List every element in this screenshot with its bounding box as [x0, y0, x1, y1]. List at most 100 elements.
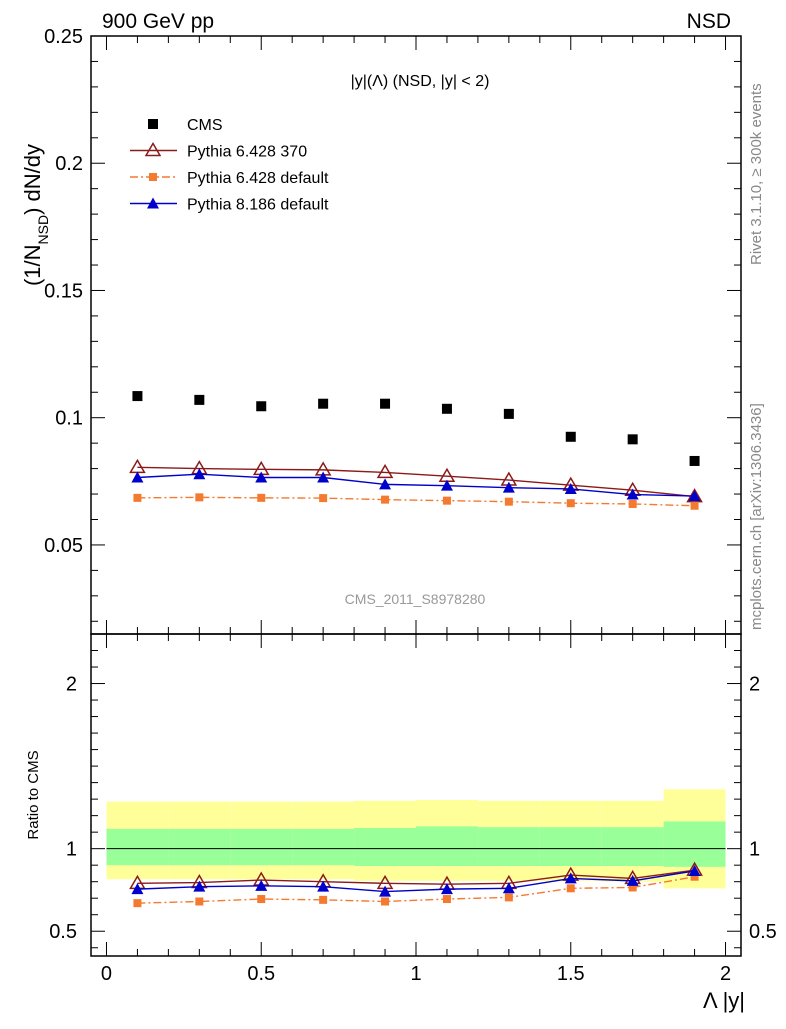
main-point-pythia-8-186-default: [564, 482, 577, 494]
ratio-band-green: [663, 821, 726, 867]
main-point-cms: [503, 408, 514, 419]
ratio-point-pythia-6-428-default: [133, 899, 142, 908]
main-point-cms: [627, 434, 638, 445]
main-point-pythia-6-428-default: [566, 499, 575, 508]
main-y-tick-label: 0.25: [44, 26, 83, 48]
legend-label-cms: CMS: [187, 117, 223, 134]
main-point-pythia-8-186-default: [626, 488, 639, 500]
main-point-cms: [565, 431, 576, 442]
ratio-band-green: [106, 828, 169, 866]
ratio-plot: 0.5 0.5 1 1 2 2 0 0.5 1 1.5 2 Ratio to CMS Λ |y|: [25, 633, 777, 1013]
main-point-pythia-8-186-default: [193, 468, 206, 480]
legend-marker-cms: [148, 119, 158, 129]
ratio-point-pythia-8-186-default: [440, 883, 453, 895]
main-y-tick-label: 0.2: [55, 153, 83, 175]
main-point-pythia-8-186-default: [502, 481, 515, 493]
ratio-band-green: [477, 827, 540, 867]
main-point-pythia-6-428-default: [504, 497, 513, 506]
main-point-cms: [132, 391, 143, 402]
main-line-pythia-8-186-default: [137, 473, 695, 497]
main-point-pythia-6-428-default: [133, 493, 142, 502]
main-line-pythia-6-428-370: [137, 466, 695, 498]
main-plot: 0.05 0.1 0.15 0.2 0.25 |y|(Λ) (NSD, |y| < 2)…: [20, 26, 742, 635]
main-y-tick-label: 0.1: [55, 408, 83, 430]
rivet-label: Rivet 3.1.10, ≥ 300k events: [748, 83, 765, 265]
ratio-y-tick-label-right: 0.5: [749, 921, 777, 943]
ratio-y-tick-label-right: 2: [749, 674, 760, 696]
main-marks: [129, 391, 703, 510]
ratio-point-pythia-6-428-default: [381, 897, 390, 906]
ratio-point-pythia-6-428-default: [628, 883, 637, 892]
ratio-band-green: [168, 828, 231, 866]
ratio-point-pythia-6-428-default: [566, 884, 575, 893]
ratio-plot-frame: [90, 633, 742, 957]
ratio-point-pythia-8-186-default: [131, 883, 144, 895]
ratio-band-green: [230, 828, 293, 866]
legend-label-pythia-8-186-default: Pythia 8.186 default: [187, 197, 329, 214]
ratio-point-pythia-8-186-default: [626, 874, 639, 886]
main-y-tick-label: 0.05: [44, 535, 83, 557]
ratio-point-pythia-8-186-default: [255, 879, 268, 891]
ratio-line-pythia-6-428-default: [137, 876, 695, 904]
main-axes: 0.05 0.1 0.15 0.2 0.25: [44, 26, 741, 634]
main-point-cms: [194, 394, 205, 405]
ratio-band-green: [601, 827, 664, 867]
legend-label-pythia-6-428-default: Pythia 6.428 default: [187, 170, 329, 187]
legend-marker-pythia-8-186-default: [147, 197, 159, 209]
ratio-point-pythia-6-428-default: [195, 897, 204, 906]
main-point-pythia-8-186-default: [379, 478, 392, 490]
main-point-pythia-6-428-370: [129, 458, 146, 474]
ratio-point-pythia-8-186-default: [564, 872, 577, 884]
main-point-pythia-8-186-default: [255, 471, 268, 483]
main-point-cms: [380, 398, 391, 409]
ratio-band-green: [354, 828, 416, 867]
ratio-point-pythia-6-428-default: [257, 895, 266, 904]
ratio-band-green: [416, 826, 478, 867]
x-tick-label: 1: [410, 963, 421, 985]
main-point-pythia-6-428-default: [442, 496, 451, 505]
main-point-pythia-6-428-370: [376, 463, 394, 479]
main-point-pythia-8-186-default: [317, 471, 330, 483]
ratio-point-pythia-6-428-default: [319, 895, 328, 904]
main-y-tick-label: 0.15: [44, 280, 83, 302]
x-axis-label: Λ |y|: [703, 988, 745, 1013]
ratio-point-pythia-8-186-default: [502, 882, 515, 894]
legend-marker-pythia-6-428-370: [144, 142, 162, 157]
energy-label: 900 GeV pp: [102, 10, 214, 33]
x-tick-label: 0.5: [247, 963, 275, 985]
ratio-band-green: [292, 828, 355, 866]
ratio-y-axis-label: Ratio to CMS: [25, 750, 42, 839]
ratio-point-pythia-8-186-default: [379, 885, 392, 897]
x-tick-label: 1.5: [557, 963, 585, 985]
main-point-cms: [441, 403, 452, 414]
main-point-pythia-6-428-default: [690, 501, 699, 510]
ratio-y-tick-label: 2: [66, 674, 77, 696]
legend-marker-pythia-6-428-default: [149, 173, 157, 181]
main-point-cms: [256, 401, 267, 412]
ratio-point-pythia-8-186-default: [688, 864, 701, 876]
x-tick-label: 0: [101, 963, 112, 985]
legend: CMS Pythia 6.428 370 Pythia 6.428 default P…: [130, 117, 329, 214]
main-point-cms: [318, 398, 329, 409]
ratio-axes: 0.5 0.5 1 1 2 2 0 0.5 1 1.5 2: [49, 633, 777, 985]
ratio-marks: [106, 789, 726, 908]
mcplots-label: mcplots.cern.ch [arXiv:1306.3436]: [748, 403, 765, 630]
watermark: CMS_2011_S8978280: [345, 591, 486, 607]
main-point-cms: [689, 455, 700, 466]
main-point-pythia-6-428-default: [319, 494, 328, 503]
x-tick-label: 2: [720, 963, 731, 985]
main-y-axis-label: (1/NNSD) dN/dy: [20, 144, 51, 286]
main-plot-title: |y|(Λ) (NSD, |y| < 2): [351, 73, 490, 90]
main-point-pythia-6-428-default: [195, 493, 204, 502]
ratio-point-pythia-6-428-default: [442, 895, 451, 904]
main-point-pythia-8-186-default: [131, 471, 144, 483]
ratio-band-green: [539, 827, 602, 867]
main-point-pythia-6-428-default: [628, 499, 637, 508]
main-point-pythia-8-186-default: [440, 479, 453, 491]
ratio-line-pythia-8-186-default: [137, 870, 695, 893]
ratio-point-pythia-8-186-default: [317, 880, 330, 892]
main-point-pythia-8-186-default: [688, 490, 701, 502]
process-label: NSD: [687, 10, 731, 33]
